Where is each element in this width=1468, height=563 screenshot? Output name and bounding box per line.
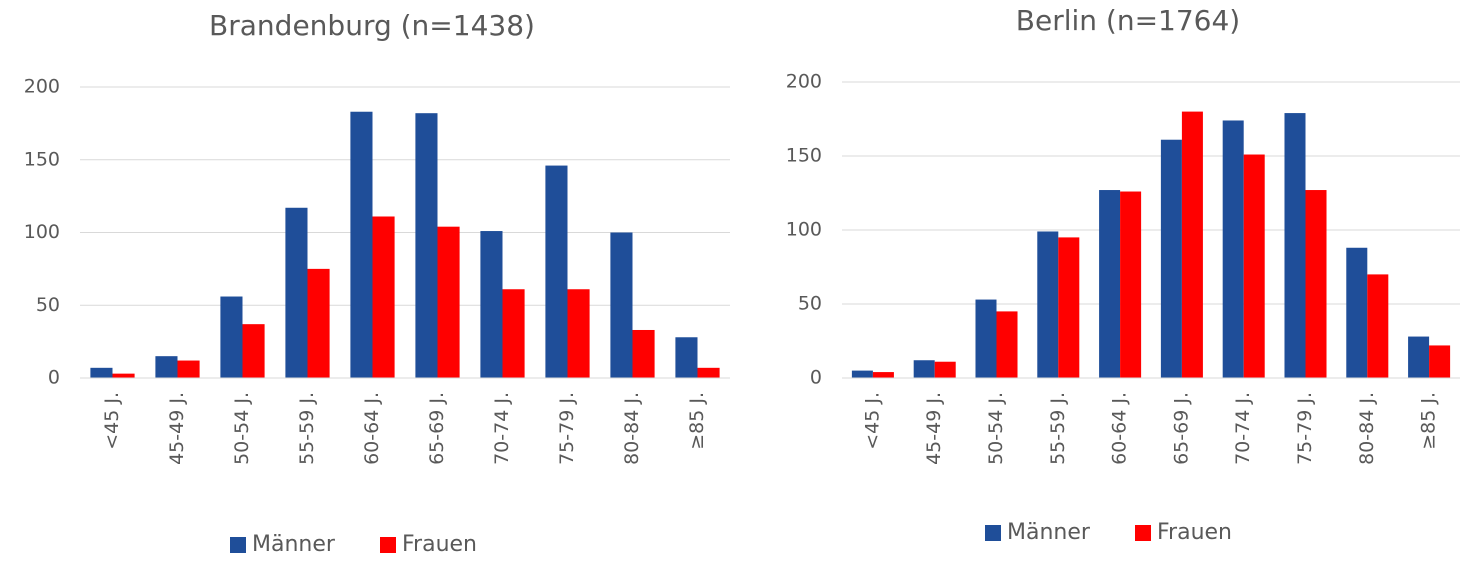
bar bbox=[1429, 345, 1451, 378]
x-tick-label: <45 J. bbox=[861, 392, 883, 450]
chart-title: Brandenburg (n=1438) bbox=[209, 9, 535, 42]
bar bbox=[1037, 231, 1059, 378]
bar bbox=[851, 370, 873, 378]
bar bbox=[372, 216, 395, 378]
x-tick-label: 70-74 J. bbox=[1232, 392, 1254, 465]
bar bbox=[567, 289, 590, 378]
bar bbox=[610, 232, 633, 378]
bar bbox=[1160, 139, 1182, 378]
bar bbox=[90, 367, 113, 378]
bar bbox=[1181, 111, 1203, 378]
x-tick-label: 80-84 J. bbox=[621, 392, 643, 465]
x-tick-label: ≥85 J. bbox=[1418, 392, 1440, 450]
x-tick-label: 50-54 J. bbox=[231, 392, 253, 465]
bar bbox=[242, 324, 265, 378]
bar bbox=[480, 231, 503, 378]
y-tick-label: 150 bbox=[24, 148, 60, 170]
x-tick-label: 80-84 J. bbox=[1356, 392, 1378, 465]
legend-label: Frauen bbox=[1157, 520, 1232, 545]
y-tick-label: 200 bbox=[786, 71, 822, 93]
bar bbox=[285, 207, 308, 378]
bar bbox=[996, 311, 1018, 378]
x-tick-label: 60-64 J. bbox=[1109, 392, 1131, 465]
x-tick-label: 55-59 J. bbox=[296, 392, 318, 465]
x-tick-label: 65-69 J. bbox=[1170, 392, 1192, 465]
bar bbox=[1120, 191, 1142, 378]
x-tick-label: 70-74 J. bbox=[491, 392, 513, 465]
x-tick-label: 75-79 J. bbox=[1294, 392, 1316, 465]
bar bbox=[502, 289, 525, 378]
bar bbox=[913, 360, 935, 378]
bar bbox=[675, 337, 698, 378]
bar bbox=[1222, 120, 1244, 378]
bar bbox=[437, 226, 460, 378]
bar bbox=[697, 367, 720, 378]
legend-label: Frauen bbox=[402, 532, 477, 557]
bar bbox=[632, 329, 655, 378]
x-tick-label: ≥85 J. bbox=[686, 392, 708, 450]
y-tick-label: 150 bbox=[786, 145, 822, 167]
bar bbox=[1243, 154, 1265, 378]
bar bbox=[307, 268, 330, 378]
legend-label: Männer bbox=[1007, 520, 1091, 545]
legend-swatch bbox=[985, 525, 1001, 541]
x-tick-label: 45-49 J. bbox=[166, 392, 188, 465]
bar bbox=[872, 372, 894, 378]
bar bbox=[220, 296, 243, 378]
y-tick-label: 200 bbox=[24, 76, 60, 98]
y-tick-label: 100 bbox=[786, 219, 822, 241]
x-tick-label: 50-54 J. bbox=[985, 392, 1007, 465]
bar bbox=[1058, 237, 1080, 378]
bar bbox=[1408, 336, 1430, 378]
x-tick-label: 75-79 J. bbox=[556, 392, 578, 465]
y-tick-label: 0 bbox=[48, 367, 60, 389]
chart-title: Berlin (n=1764) bbox=[1016, 4, 1240, 37]
x-tick-label: 65-69 J. bbox=[426, 392, 448, 465]
bar bbox=[1099, 190, 1121, 378]
x-tick-label: <45 J. bbox=[101, 392, 123, 450]
y-tick-label: 100 bbox=[24, 221, 60, 243]
bar bbox=[112, 373, 135, 378]
bar bbox=[1346, 247, 1368, 378]
x-tick-label: 55-59 J. bbox=[1047, 392, 1069, 465]
y-tick-label: 0 bbox=[810, 367, 822, 389]
bar bbox=[155, 356, 178, 378]
x-tick-label: 60-64 J. bbox=[361, 392, 383, 465]
legend-swatch bbox=[380, 537, 396, 553]
bar bbox=[1305, 190, 1327, 378]
legend-label: Männer bbox=[252, 532, 336, 557]
bar bbox=[177, 360, 200, 378]
x-tick-label: 45-49 J. bbox=[923, 392, 945, 465]
legend-swatch bbox=[1135, 525, 1151, 541]
bar bbox=[1367, 274, 1389, 378]
y-tick-label: 50 bbox=[36, 294, 60, 316]
legend-swatch bbox=[230, 537, 246, 553]
bar bbox=[545, 165, 568, 378]
y-tick-label: 50 bbox=[798, 293, 822, 315]
bar bbox=[350, 111, 373, 379]
bar bbox=[975, 299, 997, 378]
bar bbox=[934, 361, 956, 378]
bar bbox=[1284, 113, 1306, 378]
bar bbox=[415, 113, 438, 378]
